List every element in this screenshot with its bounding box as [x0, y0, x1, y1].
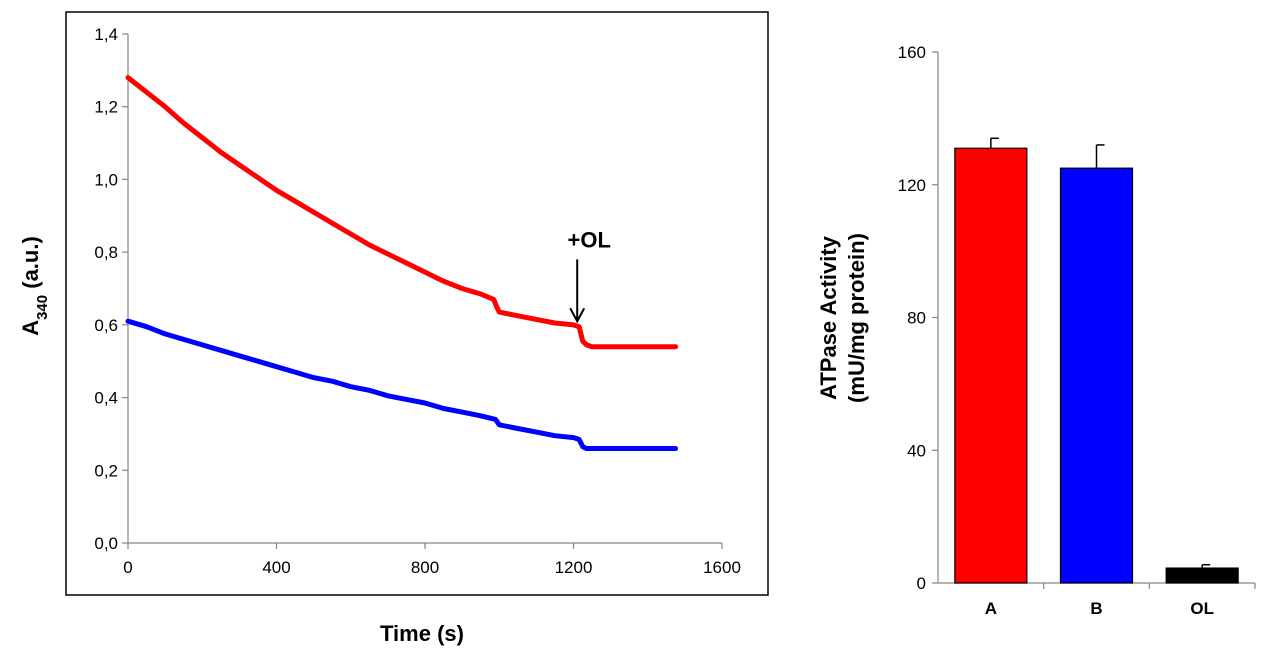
line-chart-series: [125, 75, 679, 451]
inhibitor-annotation: +OL: [568, 227, 611, 324]
y-tick-label: 0,6: [94, 316, 118, 335]
x-tick-label: 400: [262, 558, 290, 577]
annotation-label: +OL: [568, 227, 611, 252]
line-chart-frame: [65, 11, 769, 596]
series-line-1: [125, 318, 679, 451]
line-chart-axes: 0,0 0,2 0,4 0,6 0,8 1,0 1,2 1,4 0 400 800 1200 1600: [94, 25, 741, 577]
y-tick-label: 0,2: [94, 461, 118, 480]
bar-chart-axes: 0 40 80 120 160: [898, 43, 1256, 593]
x-tick-label: 800: [411, 558, 439, 577]
y-tick-label: 0,0: [94, 534, 118, 553]
atpase-bar-chart: 0 40 80 120 160 A B OL ATPase Activity (mU/mg …: [816, 43, 1256, 618]
bar-category-label: OL: [1190, 599, 1214, 618]
y-tick-label: 1,2: [94, 98, 118, 117]
bar-y-tick-label: 40: [907, 441, 926, 460]
bar-A: [954, 147, 1028, 584]
bar-y-tick-label: 160: [898, 43, 926, 62]
bar-y-axis-label-line2: (mU/mg protein): [844, 233, 869, 403]
series-line-0: [125, 75, 679, 350]
bar-category-label: A: [985, 599, 997, 618]
bar-B: [1059, 167, 1134, 584]
y-axis-label-subscript: 340: [34, 295, 51, 320]
y-axis-label: A340 (a.u.): [18, 236, 51, 336]
x-tick-label: 1600: [703, 558, 741, 577]
absorbance-line-chart: 0,00,20,40,60,81,01,21,40 400 800 1200 1600 …: [18, 11, 769, 646]
y-axis-label-main: A: [18, 320, 43, 336]
bar-y-tick-label: 120: [898, 176, 926, 195]
y-tick-label: 1,4: [94, 25, 118, 44]
x-tick-label: 0: [123, 558, 132, 577]
y-axis-label-unit: (a.u.): [18, 236, 43, 295]
y-tick-label: 0,4: [94, 389, 118, 408]
x-axis-label: Time (s): [380, 621, 464, 646]
y-tick-label: 0,8: [94, 243, 118, 262]
bar-category-label: B: [1090, 599, 1102, 618]
bar-OL: [1165, 567, 1239, 584]
bar-y-axis-label-line1: ATPase Activity: [816, 235, 841, 400]
bar-chart-bars: A B OL: [954, 137, 1239, 618]
x-tick-label: 1200: [555, 558, 593, 577]
arrow-down-icon: [569, 307, 586, 324]
y-tick-label: 1,0: [94, 170, 118, 189]
bar-y-tick-label: 0: [917, 574, 926, 593]
bar-y-tick-label: 80: [907, 309, 926, 328]
